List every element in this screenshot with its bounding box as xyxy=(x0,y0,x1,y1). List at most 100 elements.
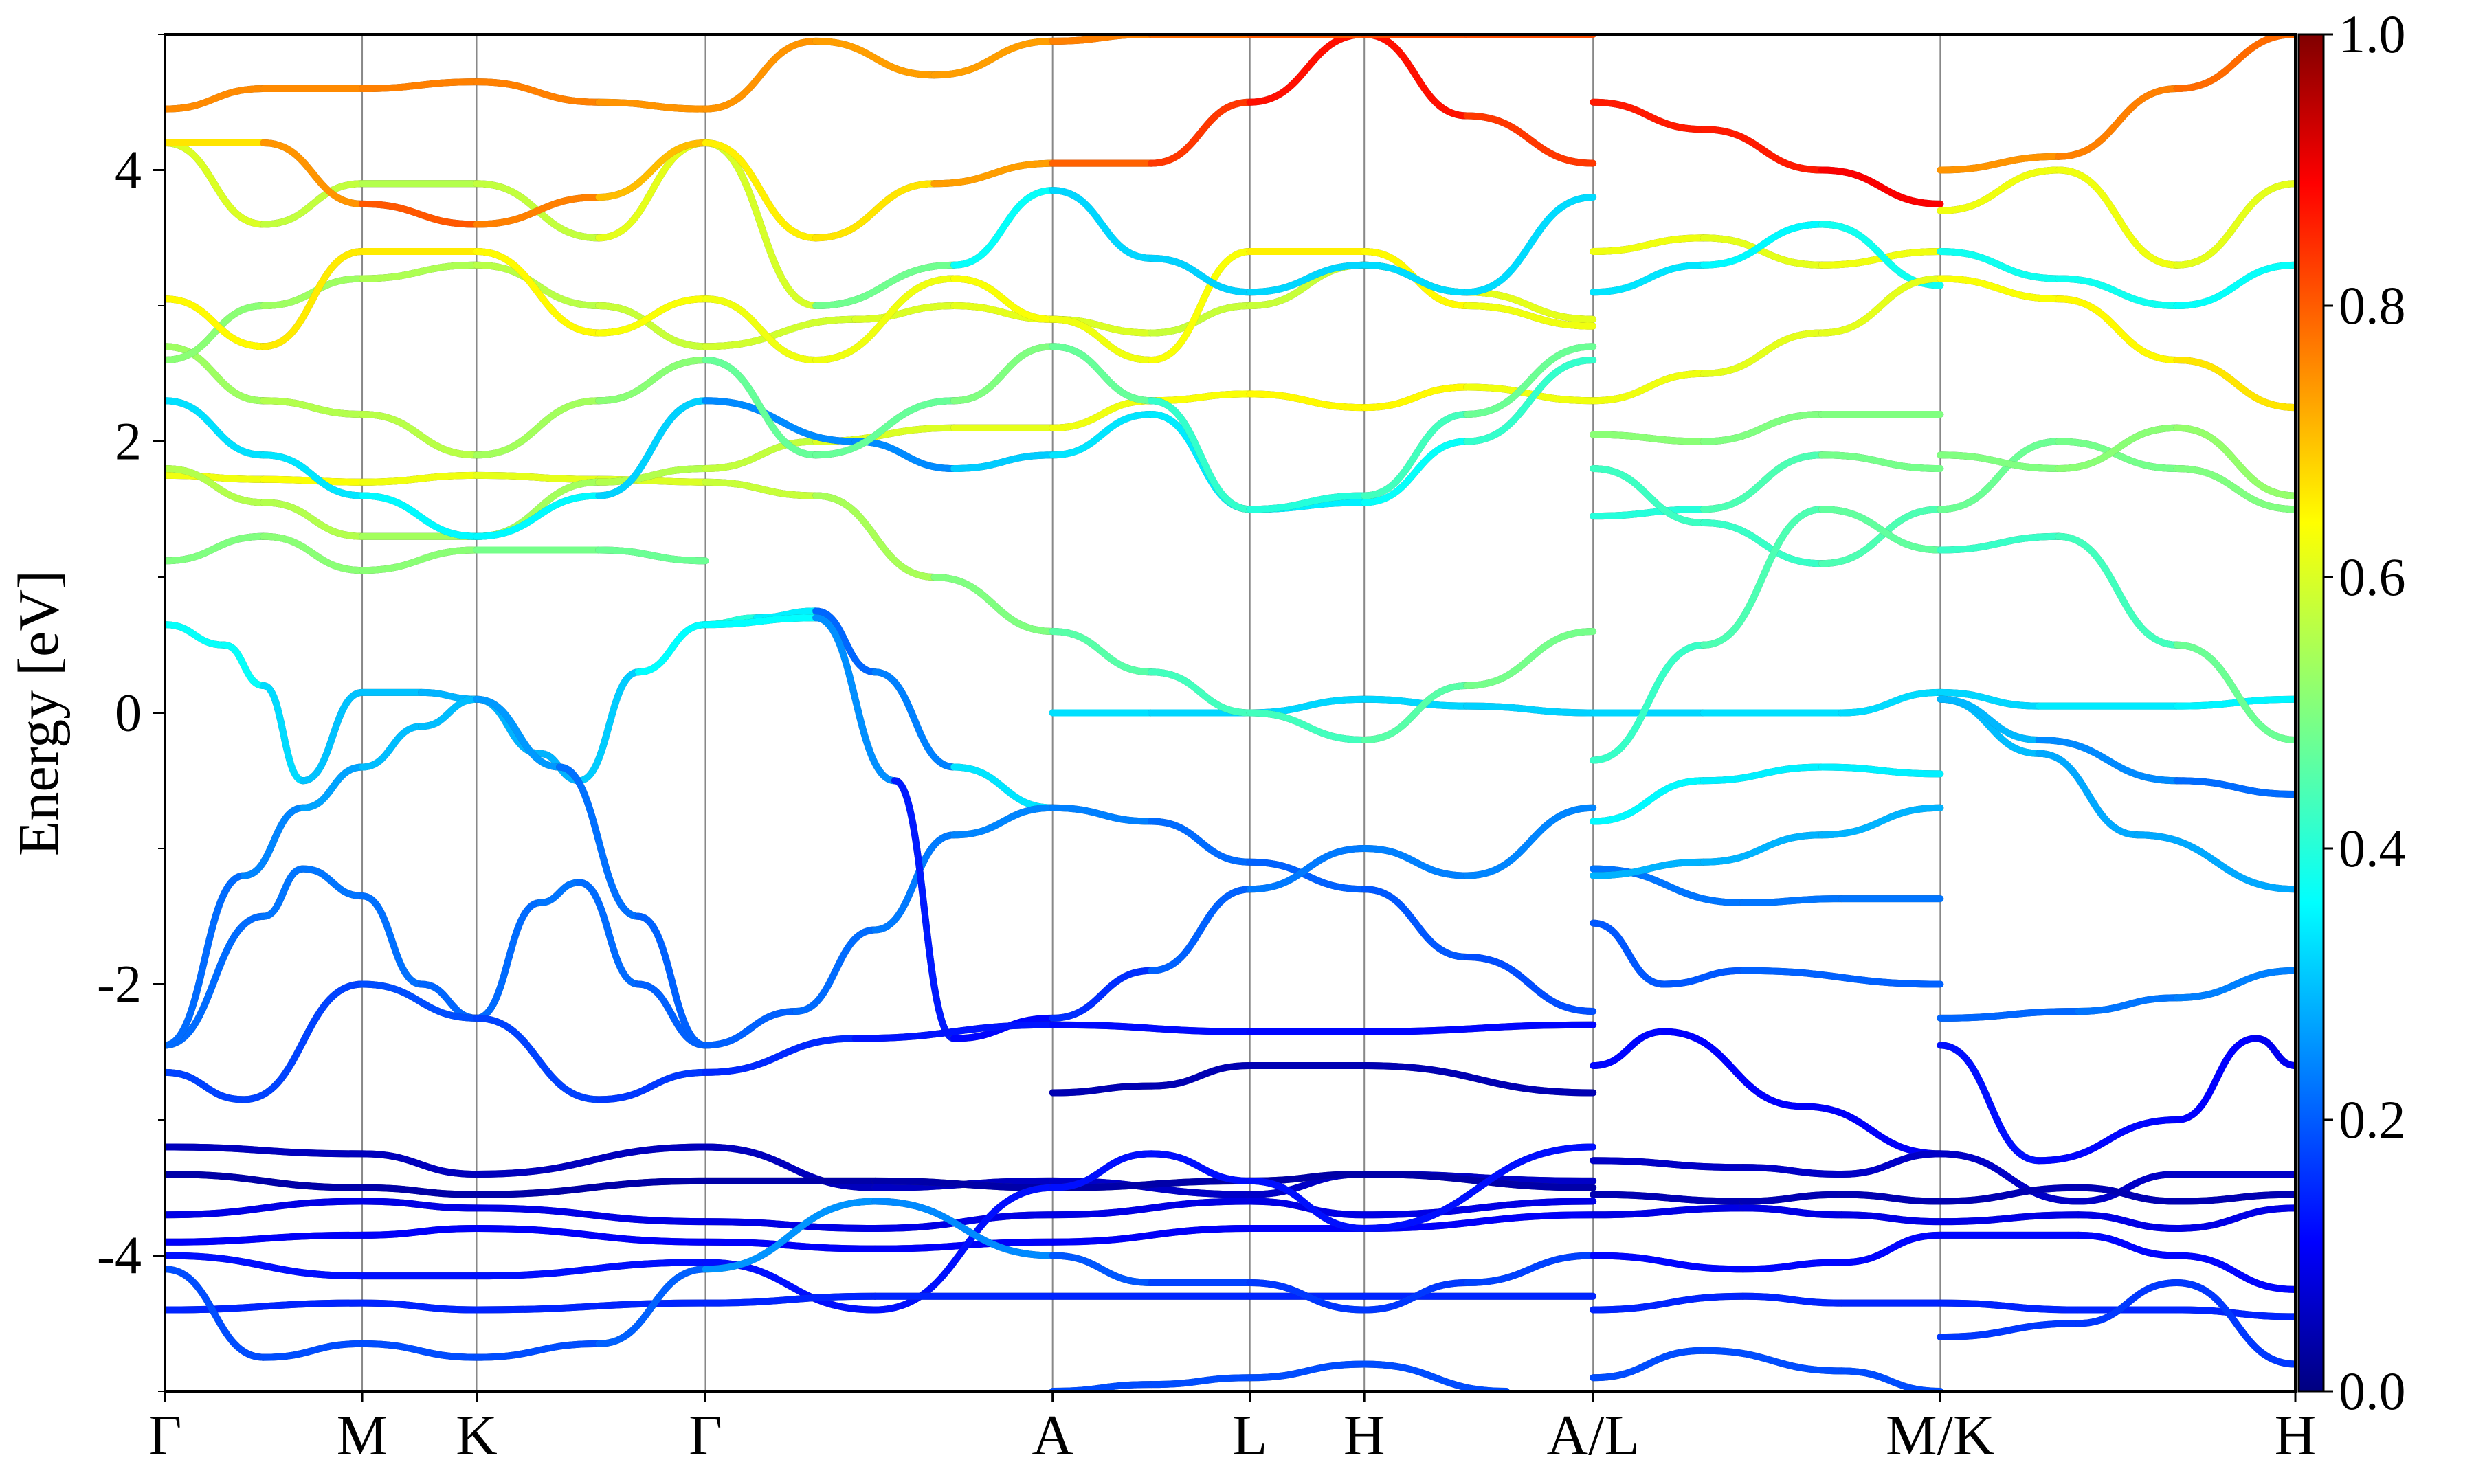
band-segment xyxy=(359,892,425,988)
band-segment xyxy=(221,641,267,689)
band-46 xyxy=(165,1211,1597,1252)
y-tick-label: 0 xyxy=(115,683,142,743)
band-segment xyxy=(1148,248,1253,363)
band-segment xyxy=(1148,1374,1253,1389)
band-22 xyxy=(165,247,1597,363)
band-segment xyxy=(1590,431,1707,445)
band-segment xyxy=(260,865,307,920)
band-segment xyxy=(871,1211,1056,1232)
band-56 xyxy=(1590,1347,1944,1391)
band-segment xyxy=(812,397,958,459)
band-segment xyxy=(702,1218,879,1232)
band-35 xyxy=(1590,804,1944,879)
band-segment xyxy=(1937,1211,2082,1226)
colorbar xyxy=(2297,33,2325,1393)
band-9 xyxy=(1590,919,1944,988)
band-segment xyxy=(556,763,642,920)
x-tick-label: A/L xyxy=(1546,1404,1639,1468)
band-segment xyxy=(165,295,267,350)
colorbar-tick-label: 0.8 xyxy=(2339,276,2406,335)
band-segment xyxy=(165,1068,247,1103)
band-segment xyxy=(1361,261,1471,296)
band-segment xyxy=(1700,221,1826,269)
x-tick-label: Γ xyxy=(148,1404,182,1468)
band-segment xyxy=(1700,234,1826,269)
band-segment xyxy=(2075,994,2181,1015)
band-segment xyxy=(1148,390,1253,405)
band-50 xyxy=(1590,1150,2295,1205)
band-segment xyxy=(1818,506,1944,567)
band-55 xyxy=(1937,1279,2295,1368)
band-segment xyxy=(1818,506,1944,554)
band-segment xyxy=(1590,777,1707,825)
band-31 xyxy=(1590,451,1944,520)
band-segment xyxy=(1246,390,1368,412)
band-segment xyxy=(359,1150,480,1178)
band-segment xyxy=(1590,919,1668,988)
band-segment xyxy=(1148,1150,1253,1184)
band-segment xyxy=(473,1204,709,1226)
band-segment xyxy=(1463,628,1597,689)
band-segment xyxy=(702,478,820,499)
band-1 xyxy=(1049,695,1597,717)
band-segment xyxy=(165,872,247,1049)
band-segment xyxy=(1700,506,1826,649)
band-19 xyxy=(165,357,1597,540)
band-segment xyxy=(702,397,859,445)
band-segment xyxy=(1361,845,1471,879)
band-segment xyxy=(702,139,820,242)
band-segment xyxy=(702,37,820,113)
band-segment xyxy=(595,139,709,242)
band-segment xyxy=(2173,1306,2295,1320)
band-segment xyxy=(1590,1292,1747,1314)
y-tick-label: -4 xyxy=(97,1226,142,1285)
band-20 xyxy=(165,343,1597,513)
band-segment xyxy=(165,532,267,565)
band-segment xyxy=(575,668,642,785)
band-segment xyxy=(950,275,1056,323)
band-segment xyxy=(1838,1150,1944,1178)
band-segment xyxy=(2075,1184,2181,1205)
band-segment xyxy=(1246,858,1368,893)
band-segment xyxy=(1590,1191,1747,1205)
band-segment xyxy=(1246,261,1368,296)
x-tick-label: Γ xyxy=(689,1404,722,1468)
band-segment xyxy=(2173,967,2295,1002)
band-54 xyxy=(1590,1292,2295,1320)
band-segment xyxy=(871,831,958,934)
band-segment xyxy=(2173,1252,2295,1293)
band-39 xyxy=(1937,275,2295,412)
band-segment xyxy=(2173,465,2295,513)
band-segment xyxy=(1590,1252,1747,1273)
band-segment xyxy=(1049,804,1155,825)
band-segment xyxy=(260,682,307,785)
band-segment xyxy=(165,1198,366,1219)
band-21 xyxy=(165,261,1597,363)
band-segment xyxy=(165,302,267,363)
band-segment xyxy=(1798,1103,1944,1158)
band-segment xyxy=(1049,1225,1253,1246)
band-segment xyxy=(260,499,366,540)
band-segment xyxy=(473,261,603,309)
band-segment xyxy=(2055,532,2181,649)
band-segment xyxy=(1937,1042,2042,1165)
band-7 xyxy=(165,980,1597,1103)
band-segment xyxy=(359,200,480,228)
band-segment xyxy=(359,492,480,540)
band-segment xyxy=(1700,831,1826,866)
band-37 xyxy=(1937,438,2295,513)
band-segment xyxy=(260,451,366,499)
band-segment xyxy=(2134,831,2295,893)
band-segment xyxy=(1590,1204,1747,1219)
band-segment xyxy=(359,1198,480,1212)
band-segment xyxy=(2035,750,2141,839)
band-segment xyxy=(1463,194,1597,296)
band-segment xyxy=(473,248,603,337)
colorbar-tick-label: 1.0 xyxy=(2339,4,2406,64)
band-27 xyxy=(1590,98,1944,207)
band-segment xyxy=(702,1198,879,1273)
band-segment xyxy=(473,397,603,459)
band-44 xyxy=(165,1171,1597,1198)
band-segment xyxy=(1838,1367,1944,1391)
band-segment xyxy=(702,1143,879,1191)
